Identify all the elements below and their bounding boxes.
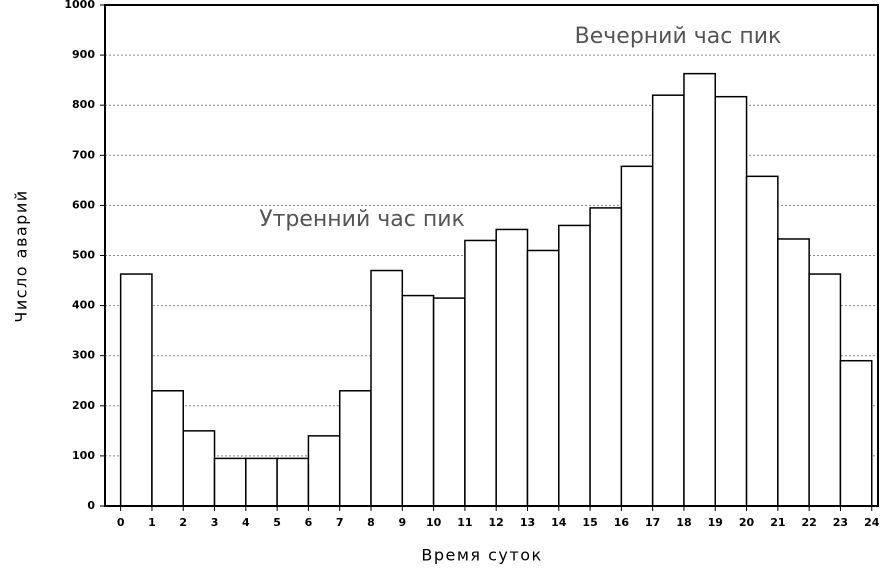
y-tick-label: 300: [72, 349, 95, 362]
bar: [526, 249, 560, 507]
x-tick-label: 22: [801, 516, 816, 529]
x-tick-label: 19: [708, 516, 723, 529]
x-tick-label: 6: [305, 516, 313, 529]
y-tick-label: 700: [72, 148, 95, 161]
x-tick-label: 1: [148, 516, 156, 529]
y-tick-label: 600: [72, 198, 95, 211]
bar: [589, 207, 623, 507]
bar: [119, 273, 153, 507]
x-tick-label: 24: [864, 516, 880, 529]
bar: [338, 390, 372, 507]
x-tick-label: 10: [426, 516, 442, 529]
bar: [558, 224, 591, 507]
x-tick-label: 15: [582, 516, 597, 529]
bar: [839, 359, 873, 507]
x-tick-label: 16: [614, 516, 630, 529]
y-tick-label: 900: [72, 48, 95, 61]
x-tick-label: 12: [489, 516, 504, 529]
x-tick-label: 4: [242, 516, 250, 529]
bar: [307, 435, 341, 507]
bar: [714, 95, 748, 507]
x-tick-label: 0: [117, 516, 125, 529]
y-tick-label: 400: [72, 299, 95, 312]
bar: [620, 165, 654, 507]
y-tick-label: 1000: [64, 0, 95, 11]
bar: [777, 238, 810, 507]
annotation: Вечерний час пик: [575, 24, 782, 49]
y-tick-label: 200: [72, 399, 95, 412]
y-axis-title: Число аварий: [12, 189, 31, 322]
bar: [745, 175, 779, 507]
x-axis-title: Время суток: [421, 546, 542, 565]
bar: [401, 294, 435, 507]
x-tick-label: 21: [770, 516, 785, 529]
x-tick-label: 2: [179, 516, 187, 529]
x-tick-label: 20: [739, 516, 755, 529]
x-tick-label: 13: [520, 516, 535, 529]
plot-frame: [104, 4, 879, 507]
bar: [276, 457, 310, 507]
bar: [464, 239, 497, 507]
x-tick-label: 23: [833, 516, 848, 529]
bar: [370, 269, 404, 507]
x-tick-label: 5: [273, 516, 281, 529]
x-tick-label: 18: [676, 516, 691, 529]
annotation: Утренний час пик: [259, 207, 465, 232]
bar: [651, 94, 685, 507]
y-tick-label: 0: [87, 499, 95, 512]
x-tick-label: 8: [367, 516, 375, 529]
bar: [683, 72, 717, 507]
bar: [432, 297, 466, 507]
y-tick-label: 500: [72, 249, 95, 262]
x-tick-label: 14: [551, 516, 567, 529]
x-tick-label: 9: [398, 516, 406, 529]
bar: [495, 228, 529, 507]
x-tick-label: 3: [211, 516, 219, 529]
y-tick-label: 100: [72, 449, 95, 462]
x-tick-label: 11: [457, 516, 472, 529]
bar: [151, 390, 184, 507]
bar: [245, 457, 278, 507]
bar: [182, 430, 216, 507]
y-tick-label: 800: [72, 98, 95, 111]
x-tick-label: 7: [336, 516, 344, 529]
x-tick-label: 17: [645, 516, 660, 529]
bar: [808, 273, 842, 507]
bar: [213, 457, 247, 507]
